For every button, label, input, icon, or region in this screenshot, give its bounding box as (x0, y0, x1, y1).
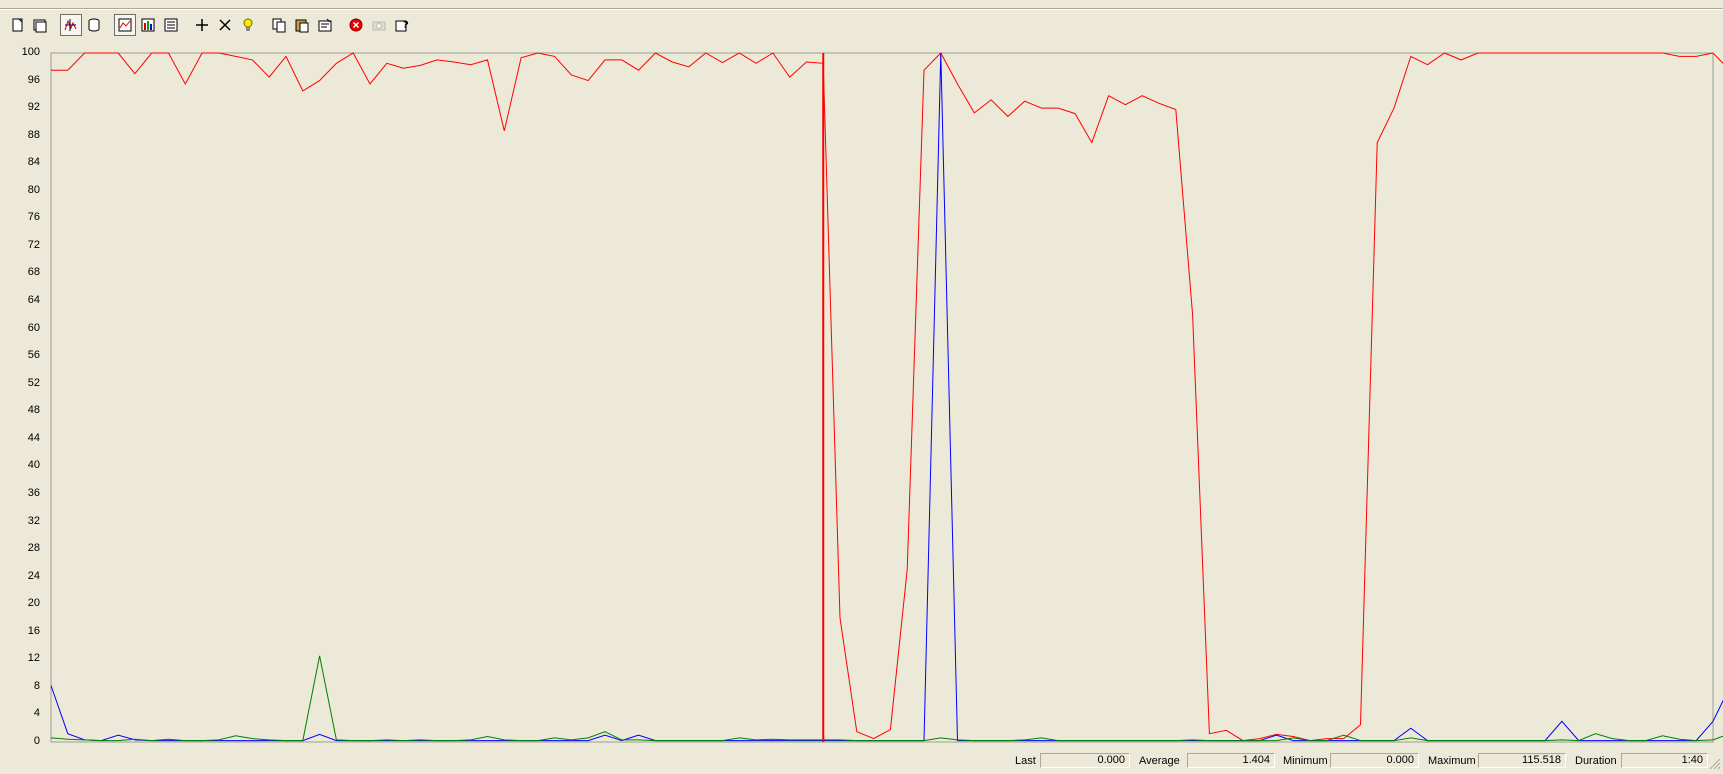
minimum-value: 0.000 (1330, 753, 1419, 768)
view-log-data-button[interactable] (83, 14, 105, 36)
y-tick-label: 64 (27, 294, 40, 307)
y-tick-label: 0 (33, 735, 40, 747)
y-tick-label: 20 (27, 597, 40, 610)
y-tick-label: 60 (27, 321, 40, 334)
value-bar: Last 0.000 Average 1.404 Minimum 0.000 M… (0, 750, 1723, 772)
clear-display-icon (33, 19, 47, 33)
y-tick-label: 16 (27, 624, 40, 637)
maximum-value: 115.518 (1478, 753, 1566, 768)
y-tick-label: 40 (27, 459, 40, 472)
paste-counter-list-icon (295, 19, 309, 33)
average-label: Average (1139, 755, 1180, 767)
average-value: 1.404 (1187, 753, 1275, 768)
last-label: Last (1015, 755, 1036, 767)
paste-counter-list-button[interactable] (291, 14, 313, 36)
window-top-border (0, 8, 1723, 9)
new-counter-set-icon (12, 18, 23, 32)
y-tick-label: 8 (33, 679, 40, 692)
view-graph-button[interactable] (114, 14, 136, 36)
y-tick-label: 96 (27, 73, 40, 86)
y-tick-label: 88 (27, 128, 40, 141)
series-line-2 (50, 655, 1723, 742)
plot-frame (50, 52, 1714, 743)
properties-button[interactable] (314, 14, 336, 36)
properties-icon (318, 18, 332, 32)
update-data-icon (372, 21, 386, 31)
y-tick-label: 28 (27, 542, 40, 555)
view-report-icon (164, 18, 178, 32)
window-top-highlight (0, 9, 1723, 10)
y-tick-label: 92 (27, 101, 40, 114)
y-tick-label: 4 (33, 707, 40, 720)
y-tick-label: 12 (27, 652, 40, 665)
view-histogram-button[interactable] (137, 14, 159, 36)
svg-text:?: ? (403, 20, 409, 31)
add-button[interactable] (191, 14, 213, 36)
delete-button[interactable] (214, 14, 236, 36)
view-current-activity-button[interactable] (60, 14, 82, 36)
y-tick-label: 36 (27, 486, 40, 499)
y-tick-label: 84 (27, 156, 40, 169)
maximum-label: Maximum (1428, 755, 1476, 767)
y-tick-label: 76 (27, 211, 40, 224)
performance-chart (50, 52, 1723, 743)
duration-label: Duration (1575, 755, 1617, 767)
copy-properties-button[interactable] (268, 14, 290, 36)
view-current-activity-icon (64, 19, 77, 31)
toolbar-separator (106, 14, 114, 36)
y-tick-label: 56 (27, 349, 40, 362)
duration-value: 1:40 (1621, 753, 1708, 768)
toolbar: ? (6, 13, 414, 37)
clear-display-button[interactable] (29, 14, 51, 36)
highlight-button[interactable] (237, 14, 259, 36)
view-graph-icon (118, 18, 132, 32)
y-tick-label: 100 (21, 46, 40, 58)
delete-icon (219, 19, 231, 31)
toolbar-separator (52, 14, 60, 36)
last-value: 0.000 (1040, 753, 1130, 768)
series-line-1 (50, 52, 1723, 742)
graph-pane: 0 4 8 12 16 20 24 28 32 36 40 44 48 52 56 60 64 68 72 76 80 8… (0, 42, 1723, 752)
y-tick-label: 44 (27, 431, 40, 444)
update-data-button[interactable] (368, 14, 390, 36)
y-tick-label: 80 (27, 183, 40, 196)
y-tick-label: 52 (27, 376, 40, 389)
view-histogram-icon (141, 18, 155, 32)
y-tick-label: 32 (27, 514, 40, 527)
freeze-display-icon (349, 18, 363, 32)
toolbar-separator (337, 14, 345, 36)
highlight-icon (243, 18, 253, 31)
y-tick-label: 24 (27, 569, 40, 582)
y-tick-label: 72 (27, 238, 40, 251)
new-counter-set-button[interactable] (6, 14, 28, 36)
freeze-display-button[interactable] (345, 14, 367, 36)
series-line-0 (51, 52, 1723, 742)
y-tick-label: 68 (27, 266, 40, 279)
view-log-data-icon (88, 18, 100, 32)
toolbar-separator (183, 14, 191, 36)
copy-properties-icon (272, 18, 286, 33)
add-icon (196, 19, 208, 31)
toolbar-separator (260, 14, 268, 36)
view-report-button[interactable] (160, 14, 182, 36)
resize-grip-icon[interactable] (1709, 758, 1721, 770)
help-icon: ? (395, 20, 409, 32)
minimum-label: Minimum (1283, 755, 1328, 767)
y-tick-label: 48 (27, 404, 40, 417)
help-button[interactable]: ? (391, 14, 413, 36)
